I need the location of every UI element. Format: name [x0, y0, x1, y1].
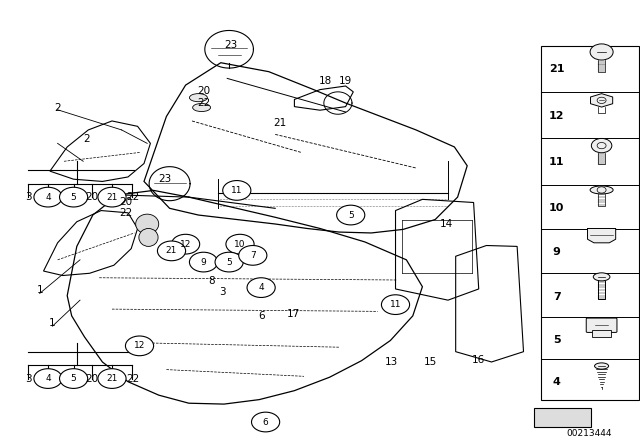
Circle shape [98, 187, 126, 207]
Text: 4: 4 [259, 283, 264, 292]
Text: 7: 7 [553, 292, 561, 302]
Text: 16: 16 [472, 355, 485, 365]
Polygon shape [588, 228, 616, 243]
Circle shape [98, 369, 126, 388]
Ellipse shape [189, 94, 207, 102]
Text: 19: 19 [339, 76, 352, 86]
Text: 12: 12 [134, 341, 145, 350]
Text: 11: 11 [549, 157, 564, 167]
Text: 15: 15 [424, 357, 436, 367]
Circle shape [226, 234, 254, 254]
Text: 22: 22 [119, 208, 132, 218]
Text: 20: 20 [85, 192, 98, 202]
Text: 4: 4 [553, 377, 561, 387]
Circle shape [34, 187, 62, 207]
Text: 21: 21 [106, 193, 118, 202]
Circle shape [591, 138, 612, 153]
Circle shape [60, 369, 88, 388]
Text: 10: 10 [549, 203, 564, 213]
Text: 1: 1 [36, 285, 43, 295]
Text: 8: 8 [208, 276, 214, 286]
Circle shape [189, 252, 218, 272]
Text: 3: 3 [220, 287, 226, 297]
Ellipse shape [136, 214, 159, 234]
Text: 22: 22 [126, 374, 139, 383]
Text: 4: 4 [45, 374, 51, 383]
FancyBboxPatch shape [592, 330, 611, 337]
Text: 5: 5 [71, 374, 76, 383]
Text: 12: 12 [180, 240, 191, 249]
Circle shape [381, 295, 410, 314]
Circle shape [125, 336, 154, 356]
Ellipse shape [595, 363, 609, 369]
Text: 00213444: 00213444 [566, 429, 612, 438]
Text: 21: 21 [549, 65, 564, 74]
Text: 13: 13 [385, 357, 398, 367]
Circle shape [215, 252, 243, 272]
Text: 5: 5 [71, 193, 76, 202]
Text: 10: 10 [234, 240, 246, 249]
Text: 18: 18 [319, 76, 332, 86]
Text: 2: 2 [83, 134, 90, 144]
Text: 3: 3 [25, 192, 31, 202]
Text: 22: 22 [197, 98, 210, 108]
Text: 11: 11 [390, 300, 401, 309]
Text: 22: 22 [126, 192, 139, 202]
Text: 6: 6 [263, 418, 268, 426]
Text: 23: 23 [159, 174, 172, 184]
Circle shape [157, 241, 186, 261]
Circle shape [239, 246, 267, 265]
Text: 7: 7 [250, 251, 255, 260]
FancyBboxPatch shape [534, 408, 591, 427]
Ellipse shape [193, 103, 211, 112]
Circle shape [252, 412, 280, 432]
Text: 23: 23 [224, 40, 237, 50]
Text: 20: 20 [119, 198, 132, 207]
Text: 14: 14 [440, 219, 453, 229]
Circle shape [590, 44, 613, 60]
Text: 2: 2 [54, 103, 61, 112]
Ellipse shape [590, 186, 613, 194]
Text: 6: 6 [258, 311, 264, 321]
Ellipse shape [593, 273, 610, 281]
Text: 21: 21 [106, 374, 118, 383]
Circle shape [223, 181, 251, 200]
Text: 3: 3 [25, 374, 31, 383]
Text: 12: 12 [549, 111, 564, 121]
Text: 11: 11 [231, 186, 243, 195]
Circle shape [172, 234, 200, 254]
FancyBboxPatch shape [586, 318, 617, 332]
Text: 21: 21 [274, 118, 287, 128]
Text: 17: 17 [287, 310, 300, 319]
Text: 9: 9 [553, 247, 561, 257]
Text: 20: 20 [85, 374, 98, 383]
Circle shape [247, 278, 275, 297]
Text: 4: 4 [45, 193, 51, 202]
Text: 5: 5 [348, 211, 353, 220]
Text: 5: 5 [227, 258, 232, 267]
Text: 5: 5 [553, 336, 561, 345]
Text: 1: 1 [49, 319, 56, 328]
Text: 20: 20 [197, 86, 210, 96]
Text: 9: 9 [201, 258, 206, 267]
Circle shape [337, 205, 365, 225]
Ellipse shape [139, 228, 158, 246]
Circle shape [34, 369, 62, 388]
Text: 21: 21 [166, 246, 177, 255]
Polygon shape [591, 94, 612, 107]
Circle shape [60, 187, 88, 207]
